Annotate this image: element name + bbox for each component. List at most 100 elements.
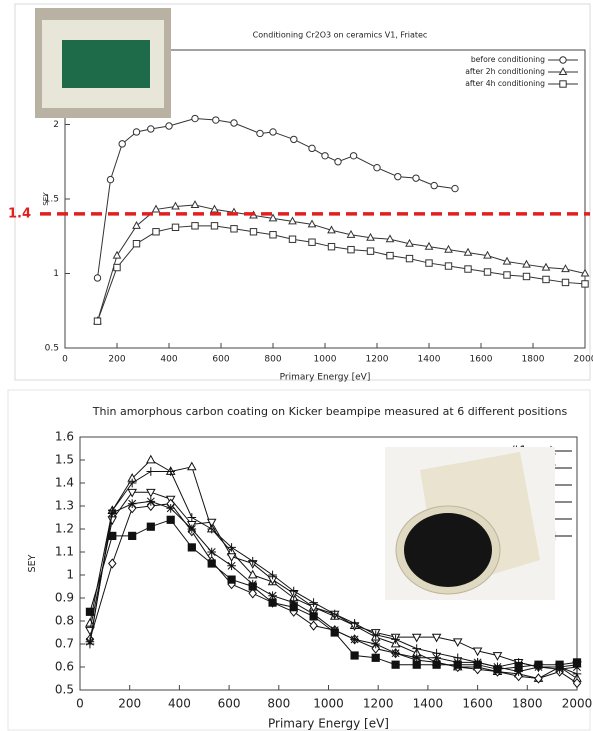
y-tick-label: 0.7 (55, 637, 74, 651)
marker (118, 140, 126, 148)
marker (430, 181, 438, 190)
marker (514, 662, 523, 672)
marker (187, 513, 197, 522)
marker (106, 175, 115, 184)
legend-label: after 2h conditioning (465, 67, 545, 76)
marker (127, 488, 137, 498)
x-tick-label: 0 (62, 355, 68, 365)
marker (412, 660, 421, 669)
x-tick-label: 1600 (462, 697, 493, 711)
marker (424, 241, 434, 250)
marker (128, 531, 137, 540)
marker (146, 467, 156, 476)
x-axis-label: Primary Energy [eV] (280, 373, 371, 383)
chart-top: Conditioning Cr2O3 on ceramics V1, Friat… (8, 31, 593, 383)
series-line (97, 204, 586, 322)
marker (492, 652, 503, 661)
marker (113, 263, 121, 272)
sample-photo (35, 8, 171, 118)
marker (171, 201, 180, 210)
y-tick-label: 0.5 (45, 344, 59, 354)
marker (451, 184, 459, 193)
x-tick-label: 600 (212, 355, 229, 365)
y-tick-label: 2 (53, 120, 59, 130)
marker (307, 219, 317, 228)
marker (514, 667, 523, 676)
y-tick-label: 0.6 (55, 660, 74, 674)
marker (412, 653, 422, 663)
marker (502, 256, 512, 265)
marker (288, 216, 297, 225)
marker (493, 665, 502, 674)
marker (268, 591, 277, 601)
marker (256, 129, 264, 138)
marker (327, 242, 336, 251)
marker (391, 635, 400, 644)
x-tick-label: 1800 (522, 355, 545, 365)
marker (349, 152, 358, 160)
chart-title: Thin amorphous carbon coating on Kicker … (92, 405, 568, 418)
marker (191, 114, 199, 123)
x-tick-label: 200 (108, 355, 125, 365)
marker (371, 653, 380, 662)
marker (464, 265, 472, 273)
x-tick-label: 0 (76, 697, 84, 711)
marker (247, 569, 258, 579)
marker (132, 128, 141, 136)
marker (146, 488, 156, 498)
marker (572, 658, 582, 667)
marker (268, 598, 277, 607)
x-tick-label: 1200 (366, 355, 389, 365)
x-tick-label: 1200 (363, 697, 394, 711)
marker (534, 660, 543, 669)
y-tick-label: 1.1 (55, 545, 74, 559)
marker (394, 172, 402, 181)
marker (207, 524, 217, 534)
y-tick-label: 1.2 (55, 522, 74, 536)
marker (132, 220, 141, 229)
marker (386, 251, 394, 260)
marker (288, 235, 297, 243)
marker (346, 229, 356, 238)
marker (127, 478, 137, 488)
marker (269, 128, 277, 136)
y-tick-label: 1.5 (45, 195, 59, 205)
marker (522, 259, 531, 268)
marker (212, 116, 220, 124)
marker (190, 200, 200, 209)
marker (289, 603, 298, 612)
marker (373, 164, 381, 172)
marker (412, 174, 420, 182)
y-tick-label: 1.4 (55, 476, 74, 490)
marker (151, 204, 161, 213)
legend-label: before conditioning (471, 55, 545, 64)
marker (248, 556, 258, 566)
marker (132, 240, 141, 248)
x-tick-label: 1400 (418, 355, 441, 365)
marker (350, 635, 359, 644)
marker (108, 558, 117, 569)
marker (472, 647, 483, 657)
marker (334, 158, 342, 166)
marker (249, 228, 258, 236)
marker (248, 588, 257, 599)
x-tick-label: 800 (267, 697, 290, 711)
marker (432, 660, 441, 669)
marker (391, 648, 400, 658)
marker (444, 262, 453, 270)
marker (206, 518, 217, 528)
marker (321, 152, 329, 160)
y-tick-label: 1.6 (55, 430, 74, 444)
marker (350, 651, 359, 660)
marker (289, 586, 299, 596)
y-tick-label: 1 (66, 568, 74, 582)
marker (309, 598, 318, 607)
marker (330, 628, 339, 637)
marker (308, 238, 316, 246)
marker (411, 633, 422, 643)
marker (210, 222, 219, 230)
legend-marker (559, 80, 567, 88)
marker (146, 522, 155, 531)
marker (289, 598, 299, 607)
